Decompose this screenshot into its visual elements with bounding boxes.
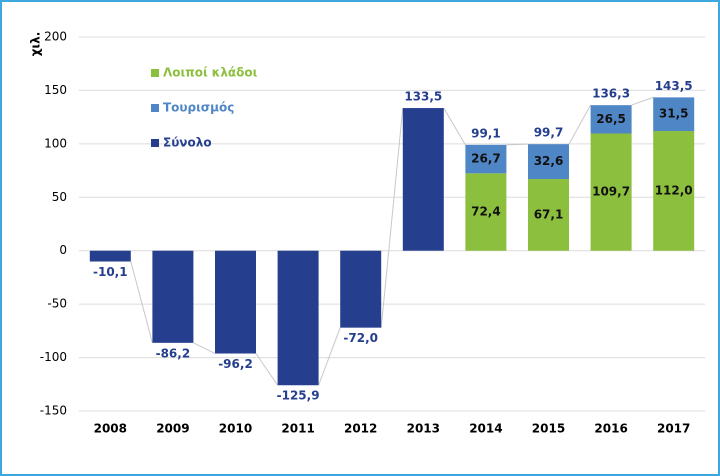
y-tick-label: 150 [44, 83, 67, 97]
value-label: -86,2 [156, 346, 191, 360]
y-axis-label: χιλ. [29, 32, 43, 57]
legend-label: Λοιποί κλάδοι [163, 66, 258, 80]
x-tick-label: 2015 [532, 422, 565, 436]
bar-segment [653, 97, 695, 132]
value-label: -10,1 [93, 265, 128, 279]
value-label: 32,6 [534, 154, 564, 168]
value-label: 133,5 [404, 90, 442, 104]
value-label: -96,2 [218, 357, 253, 371]
y-tick-label: 100 [44, 136, 67, 150]
x-tick-label: 2014 [469, 422, 502, 436]
bar [277, 250, 319, 386]
total-label: 143,5 [655, 79, 693, 93]
bar [340, 250, 382, 328]
total-label: 99,1 [471, 126, 501, 140]
x-tick-label: 2013 [407, 422, 440, 436]
x-tick-label: 2010 [219, 422, 252, 436]
y-tick-label: -50 [47, 297, 67, 311]
connector-line [380, 108, 404, 328]
bar-segment [528, 179, 569, 251]
connector-line [506, 143, 529, 146]
legend-swatch [151, 69, 159, 77]
value-label: 112,0 [655, 183, 693, 197]
y-tick-label: -100 [40, 350, 67, 364]
bar-segment [653, 131, 695, 251]
value-label: 26,7 [471, 152, 501, 166]
x-tick-label: 2017 [657, 422, 690, 436]
bar [89, 250, 131, 262]
y-tick-label: -150 [40, 404, 67, 418]
connector-line [255, 353, 279, 386]
value-label: 31,5 [659, 107, 689, 121]
value-label: 72,4 [471, 205, 501, 219]
y-tick-label: 200 [44, 30, 67, 44]
bar-segment [590, 133, 632, 251]
x-tick-label: 2008 [94, 422, 127, 436]
connector-line [193, 342, 216, 354]
bar-segment [590, 105, 632, 134]
connector-line [631, 96, 654, 106]
x-tick-label: 2016 [594, 422, 627, 436]
value-label: -125,9 [277, 389, 320, 403]
total-label: 99,7 [534, 126, 564, 140]
bar-segment [465, 144, 507, 174]
bar [402, 108, 444, 251]
connector-line [130, 261, 153, 343]
legend-label: Τουρισμός [163, 101, 234, 115]
legend-swatch [151, 139, 159, 147]
y-tick-label: 0 [59, 243, 67, 257]
legend-label: Σύνολο [163, 136, 212, 150]
bar-segment [528, 144, 569, 180]
x-tick-label: 2012 [344, 422, 377, 436]
value-label: -72,0 [343, 331, 378, 345]
connector-line [568, 104, 592, 145]
bar-segment [465, 173, 507, 251]
bar [215, 250, 256, 354]
x-tick-label: 2009 [156, 422, 189, 436]
connector-line [318, 327, 341, 386]
value-label: 26,5 [596, 112, 626, 126]
x-tick-label: 2011 [281, 422, 314, 436]
bar [152, 250, 194, 343]
total-label: 136,3 [592, 87, 630, 101]
y-tick-label: 50 [52, 190, 67, 204]
value-label: 109,7 [592, 185, 630, 199]
value-label: 67,1 [534, 207, 564, 221]
connector-line [443, 107, 466, 146]
legend-swatch [151, 104, 159, 112]
